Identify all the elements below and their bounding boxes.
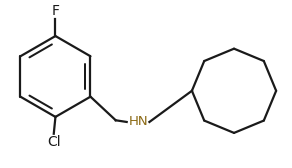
Text: Cl: Cl <box>47 135 60 150</box>
Text: HN: HN <box>128 115 148 129</box>
Text: F: F <box>51 4 60 17</box>
